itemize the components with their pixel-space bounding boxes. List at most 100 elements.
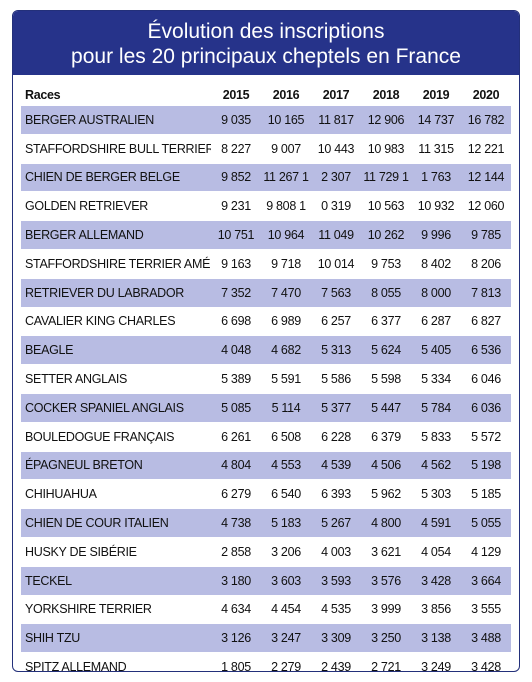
count-cell: 5 572 [461, 422, 511, 452]
count-cell: 4 054 [411, 537, 461, 567]
count-cell: 5 591 [261, 364, 311, 394]
count-cell: 3 180 [211, 566, 261, 596]
table-row: ÉPAGNEUL BRETON 4 804 4 553 4 539 4 506 4 562… [21, 451, 511, 480]
race-name-cell: BOULEDOGUE FRANÇAIS [21, 422, 211, 452]
table-row: TECKEL 3 180 3 603 3 593 3 576 3 428 3 664 [21, 566, 511, 596]
count-cell: 12 906 [361, 105, 411, 135]
race-name-cell: CHIEN DE BERGER BELGE [21, 163, 211, 192]
count-cell: 10 262 [361, 220, 411, 250]
header-races: Races [25, 88, 61, 102]
count-cell: 8 402 [411, 249, 461, 279]
count-cell: 10 964 [261, 220, 311, 250]
count-cell: 9 808 1 [261, 191, 311, 221]
race-name-cell: CHIEN DE COUR ITALIEN [21, 508, 211, 538]
table-row: YORKSHIRE TERRIER 4 634 4 454 4 535 3 999 3 8… [21, 595, 511, 624]
count-cell: 4 129 [461, 537, 511, 567]
count-cell: 9 718 [261, 249, 311, 279]
table-row: HUSKY DE SIBÉRIE 2 858 3 206 4 003 3 621 4 05… [21, 537, 511, 567]
count-cell: 5 389 [211, 364, 261, 394]
count-cell: 4 535 [311, 595, 361, 624]
count-cell: 6 046 [461, 364, 511, 394]
count-cell: 3 555 [461, 595, 511, 624]
count-cell: 6 261 [211, 422, 261, 452]
race-name-cell: CHIHUAHUA [21, 479, 211, 509]
count-cell: 5 303 [411, 479, 461, 509]
table-row: BEAGLE 4 048 4 682 5 313 5 624 5 405 6 536 [21, 335, 511, 365]
count-cell: 5 334 [411, 364, 461, 394]
count-cell: 4 804 [211, 451, 261, 480]
count-cell: 4 506 [361, 451, 411, 480]
count-cell: 9 231 [211, 191, 261, 221]
race-name-cell: ÉPAGNEUL BRETON [21, 451, 211, 480]
count-cell: 5 313 [311, 335, 361, 365]
count-cell: 10 014 [311, 249, 361, 279]
table-row: CHIHUAHUA 6 279 6 540 6 393 5 962 5 303 5 185 [21, 479, 511, 509]
count-cell: 5 405 [411, 335, 461, 365]
race-name-cell: HUSKY DE SIBÉRIE [21, 537, 211, 567]
table-row: RETRIEVER DU LABRADOR 7 352 7 470 7 563 8 05… [21, 278, 511, 308]
count-cell: 2 439 [311, 652, 361, 671]
count-cell: 8 227 [211, 134, 261, 164]
count-cell: 6 827 [461, 307, 511, 336]
count-cell: 3 309 [311, 623, 361, 653]
count-cell: 4 562 [411, 451, 461, 480]
count-cell: 3 206 [261, 537, 311, 567]
registrations-table: Races 2015 2016 2017 2018 2019 2020 BERG… [21, 85, 511, 671]
count-cell: 9 163 [211, 249, 261, 279]
count-cell: 3 250 [361, 623, 411, 653]
count-cell: 3 138 [411, 623, 461, 653]
count-cell: 5 085 [211, 393, 261, 423]
count-cell: 10 165 [261, 105, 311, 135]
count-cell: 5 624 [361, 335, 411, 365]
count-cell: 3 593 [311, 566, 361, 596]
race-name-cell: STAFFORDSHIRE BULL TERRIER [21, 134, 211, 164]
title-line-2: pour les 20 principaux cheptels en Franc… [71, 45, 461, 68]
header-2019: 2019 [422, 88, 450, 102]
count-cell: 3 488 [461, 623, 511, 653]
table-row: STAFFORDSHIRE BULL TERRIER 8 227 9 007 10 4… [21, 134, 511, 164]
title-banner: Évolution des inscriptions pour les 20 p… [13, 11, 519, 75]
count-cell: 3 126 [211, 623, 261, 653]
count-cell: 12 221 [461, 134, 511, 164]
count-cell: 9 035 [211, 105, 261, 135]
count-cell: 1 805 [211, 652, 261, 671]
count-cell: 6 257 [311, 307, 361, 336]
count-cell: 6 377 [361, 307, 411, 336]
race-name-cell: SPITZ ALLEMAND [21, 652, 211, 671]
table-row: SETTER ANGLAIS 5 389 5 591 5 586 5 598 5 334 6… [21, 364, 511, 394]
count-cell: 6 279 [211, 479, 261, 509]
count-cell: 2 721 [361, 652, 411, 671]
count-cell: 6 393 [311, 479, 361, 509]
count-cell: 5 055 [461, 508, 511, 538]
count-cell: 10 932 [411, 191, 461, 221]
race-name-cell: RETRIEVER DU LABRADOR [21, 278, 211, 308]
count-cell: 3 621 [361, 537, 411, 567]
count-cell: 4 738 [211, 508, 261, 538]
count-cell: 3 249 [411, 652, 461, 671]
count-cell: 4 003 [311, 537, 361, 567]
count-cell: 4 553 [261, 451, 311, 480]
count-cell: 5 833 [411, 422, 461, 452]
race-name-cell: GOLDEN RETRIEVER [21, 191, 211, 221]
count-cell: 4 682 [261, 335, 311, 365]
header-2016: 2016 [272, 88, 300, 102]
count-cell: 7 352 [211, 278, 261, 308]
count-cell: 9 852 [211, 163, 261, 192]
race-name-cell: SHIH TZU [21, 623, 211, 653]
count-cell: 9 007 [261, 134, 311, 164]
count-cell: 4 048 [211, 335, 261, 365]
count-cell: 10 983 [361, 134, 411, 164]
count-cell: 3 428 [411, 566, 461, 596]
count-cell: 5 183 [261, 508, 311, 538]
count-cell: 11 817 [311, 105, 361, 135]
race-name-cell: SETTER ANGLAIS [21, 364, 211, 394]
count-cell: 5 962 [361, 479, 411, 509]
header-2015: 2015 [222, 88, 250, 102]
header-2018: 2018 [372, 88, 400, 102]
count-cell: 6 698 [211, 307, 261, 336]
count-cell: 6 989 [261, 307, 311, 336]
count-cell: 5 377 [311, 393, 361, 423]
